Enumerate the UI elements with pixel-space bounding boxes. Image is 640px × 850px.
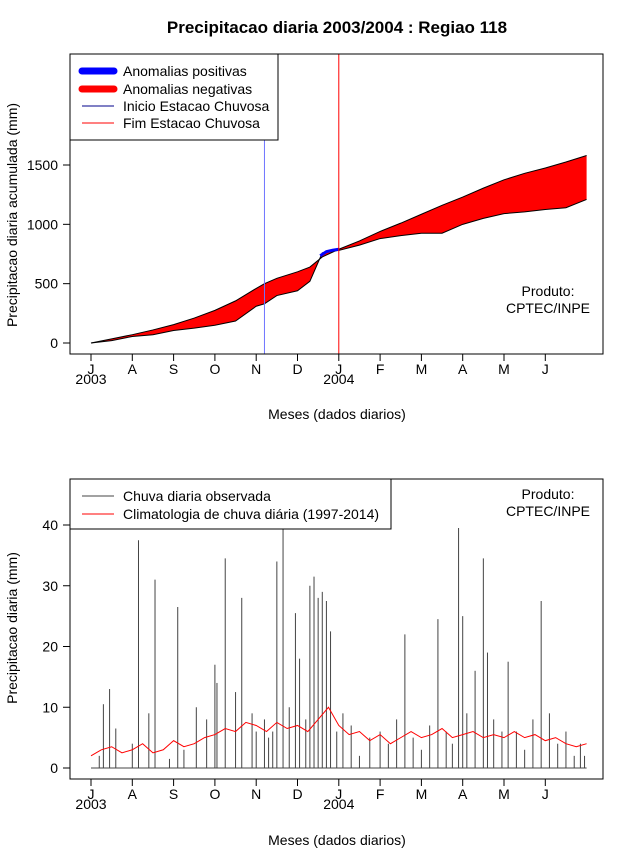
climatology-line (90, 706, 587, 757)
x-tick-label: D (292, 361, 302, 377)
climatology-accum-line (90, 155, 587, 344)
x-tick-label: S (169, 786, 178, 802)
x-tick-label: A (458, 361, 468, 377)
x-tick-label: J (542, 361, 549, 377)
x-tick-label: J (542, 786, 549, 802)
legend-label: Inicio Estacao Chuvosa (123, 98, 270, 114)
x-tick-label: J (88, 361, 95, 377)
year-label: 2003 (75, 371, 106, 387)
legend-label: Chuva diaria observada (123, 488, 271, 504)
positive-anomaly-segment (319, 247, 340, 258)
legend-label: Climatologia de chuva diária (1997-2014) (123, 506, 379, 522)
product-source: CPTEC/INPE (506, 503, 590, 519)
y-axis: 0 10 20 30 40 (42, 517, 71, 776)
y-axis-label: Precipitacao diaria acumulada (mm) (4, 103, 20, 327)
y-axis: 0 500 1000 1500 (27, 157, 71, 351)
series-lines (90, 155, 587, 344)
x-tick-label: J (335, 786, 342, 802)
x-tick-label: M (498, 361, 510, 377)
x-tick-label: M (498, 786, 510, 802)
legend-label: Anomalias negativas (123, 81, 252, 97)
x-tick-label: F (376, 361, 385, 377)
y-axis-label: Precipitacao diaria (mm) (4, 552, 20, 704)
year-label: 2004 (323, 796, 354, 812)
y-tick-label: 0 (50, 760, 58, 776)
x-tick-label: F (376, 786, 385, 802)
y-tick-label: 0 (50, 335, 58, 351)
legend: Chuva diaria observada Climatologia de c… (69, 478, 392, 530)
legend-label: Fim Estacao Chuvosa (123, 115, 260, 131)
year-label: 2003 (75, 796, 106, 812)
legend: Anomalias positivas Anomalias negativas … (69, 53, 279, 141)
product-source: CPTEC/INPE (506, 300, 590, 316)
y-tick-label: 1000 (27, 216, 58, 232)
y-tick-label: 30 (42, 578, 58, 594)
climatology-daily-line (90, 706, 587, 757)
x-tick-label: O (209, 786, 220, 802)
y-tick-label: 40 (42, 517, 58, 533)
x-tick-label: S (169, 361, 178, 377)
x-axis-label: Meses (dados diarios) (268, 832, 406, 848)
y-tick-label: 10 (42, 699, 58, 715)
x-tick-label: N (251, 786, 261, 802)
x-tick-label: J (88, 786, 95, 802)
x-tick-label: N (251, 361, 261, 377)
x-tick-label: D (292, 786, 302, 802)
chart-title: Precipitacao diaria 2003/2004 : Regiao 1… (167, 18, 507, 37)
observed-spikes (91, 482, 587, 769)
x-tick-label: A (128, 361, 138, 377)
product-label: Produto: (522, 283, 575, 299)
x-tick-label: M (416, 786, 428, 802)
y-tick-label: 500 (35, 276, 59, 292)
product-label: Produto: (522, 486, 575, 502)
x-tick-label: O (209, 361, 220, 377)
x-axis-label: Meses (dados diarios) (268, 406, 406, 422)
x-tick-label: M (416, 361, 428, 377)
year-label: 2004 (323, 371, 354, 387)
legend-box (69, 478, 392, 530)
x-tick-label: J (335, 361, 342, 377)
x-tick-label: A (128, 786, 138, 802)
x-tick-label: A (458, 786, 468, 802)
y-tick-label: 20 (42, 639, 58, 655)
legend-label: Anomalias positivas (123, 63, 247, 79)
y-tick-label: 1500 (27, 157, 58, 173)
